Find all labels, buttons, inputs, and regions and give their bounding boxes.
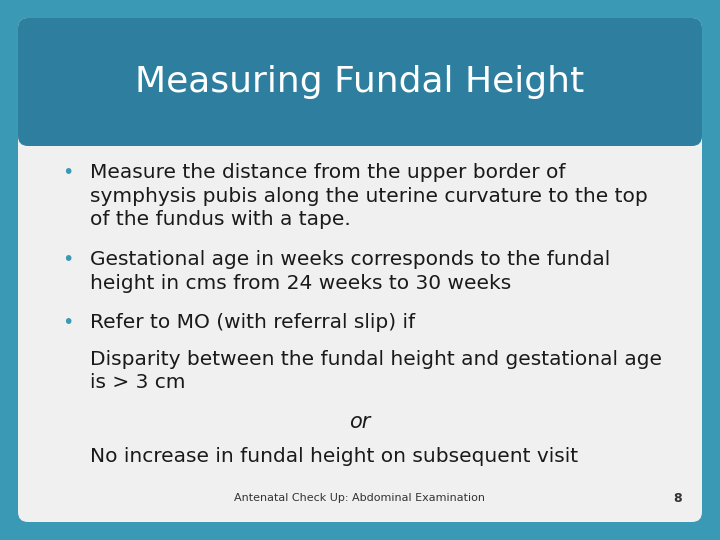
Text: Measuring Fundal Height: Measuring Fundal Height [135, 65, 585, 99]
Text: Antenatal Check Up: Abdominal Examination: Antenatal Check Up: Abdominal Examinatio… [235, 493, 485, 503]
Text: No increase in fundal height on subsequent visit: No increase in fundal height on subseque… [90, 447, 578, 466]
Text: Measure the distance from the upper border of
symphysis pubis along the uterine : Measure the distance from the upper bord… [90, 163, 648, 229]
Text: 8: 8 [674, 491, 683, 504]
Bar [28, 121, 692, 136]
Text: •: • [63, 251, 73, 269]
Text: •: • [63, 163, 73, 182]
Text: or: or [349, 412, 371, 432]
FancyBboxPatch shape [18, 18, 702, 146]
Text: Disparity between the fundal height and gestational age
is > 3 cm: Disparity between the fundal height and … [90, 350, 662, 392]
FancyBboxPatch shape [18, 18, 702, 522]
Text: •: • [63, 313, 73, 332]
Text: Gestational age in weeks corresponds to the fundal
height in cms from 24 weeks t: Gestational age in weeks corresponds to … [90, 251, 611, 293]
Text: Refer to MO (with referral slip) if: Refer to MO (with referral slip) if [90, 313, 415, 332]
